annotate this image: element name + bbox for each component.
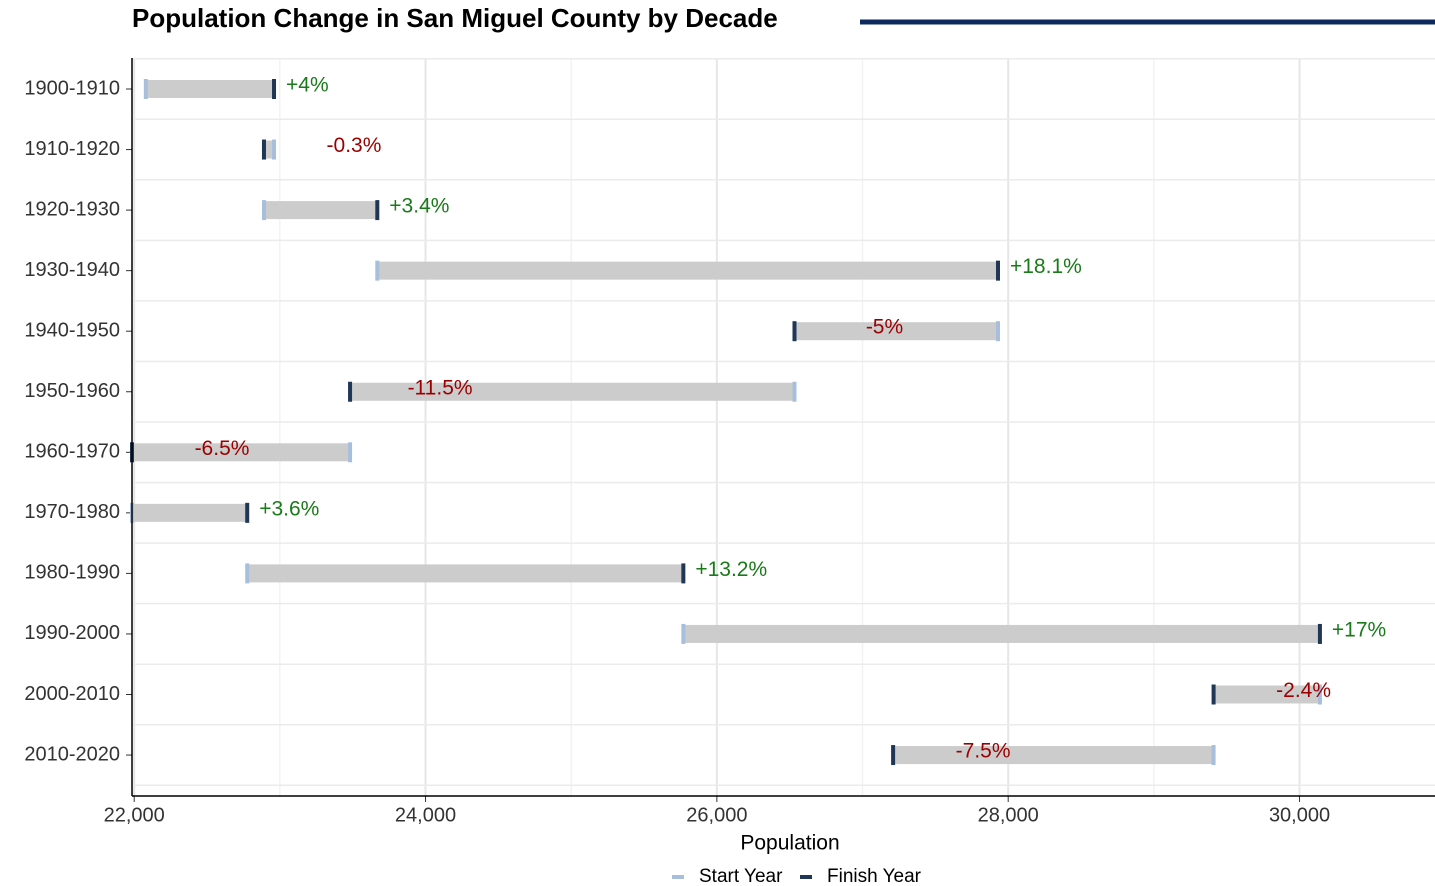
range-bar [132,443,351,462]
start-mark [375,260,380,281]
range-bar [683,624,1320,643]
x-tick-label: 24,000 [395,804,456,826]
start-mark [143,79,148,99]
change-label: -7.5% [956,740,1011,763]
change-label: +13.2% [695,558,767,581]
change-label: -6.5% [195,437,250,460]
change-label: -5% [866,316,903,339]
x-tick-label: 22,000 [104,804,165,826]
range-bar [247,564,684,583]
y-tick-label: 1900-1910 [24,77,120,99]
y-tick-label: 1930-1940 [24,259,120,281]
finish-mark [375,200,380,221]
y-tick-label: 1920-1930 [24,198,120,220]
change-label: +18.1% [1010,255,1082,278]
start-mark [681,623,686,644]
y-tick-label: 1970-1980 [24,501,120,523]
start-mark [995,321,1000,342]
y-tick-label: 1940-1950 [24,319,120,341]
change-label: +3.6% [259,497,319,520]
range-bar [145,80,275,98]
start-mark [1211,745,1216,766]
x-axis-title: Population [740,832,839,855]
y-tick-label: 1990-2000 [24,622,120,644]
change-label: -0.3% [327,134,382,157]
start-mark [348,442,353,463]
change-label: +3.4% [389,195,449,218]
y-tick-label: 1950-1960 [24,380,120,402]
x-tick-label: 28,000 [978,804,1039,826]
finish-mark [261,139,266,160]
x-tick-label: 26,000 [686,804,747,826]
finish-mark [245,502,250,523]
finish-mark [1211,684,1216,705]
change-label: +4% [286,74,329,97]
finish-mark [995,260,1000,281]
chart-title: Population Change in San Miguel County b… [132,3,778,33]
y-tick-label: 1910-1920 [24,138,120,160]
start-mark [1317,684,1322,705]
change-label: +17% [1332,618,1386,641]
range-bar [263,140,275,159]
change-label: -2.4% [1276,679,1331,702]
range-bar [893,746,1214,765]
finish-mark [681,563,686,584]
range-bar [794,322,998,341]
range-bar [377,261,998,280]
legend-label: Finish Year [827,866,922,886]
finish-mark [792,321,797,342]
change-label: -11.5% [408,376,473,399]
start-mark [245,563,250,584]
start-mark [261,200,266,221]
finish-mark [1317,623,1322,644]
legend-label: Start Year [699,866,783,886]
y-tick-label: 2010-2020 [24,743,120,765]
y-tick-label: 1960-1970 [24,441,120,463]
y-tick-label: 2000-2010 [24,683,120,705]
range-bar [132,503,248,522]
start-mark [272,139,277,160]
finish-mark [348,381,353,402]
range-bar [350,382,795,401]
x-tick-label: 30,000 [1269,804,1330,826]
y-tick-label: 1980-1990 [24,562,120,584]
start-mark [792,381,797,402]
finish-mark [891,745,896,766]
range-bar [263,201,378,220]
range-bar [1213,685,1320,704]
finish-mark [272,79,277,99]
